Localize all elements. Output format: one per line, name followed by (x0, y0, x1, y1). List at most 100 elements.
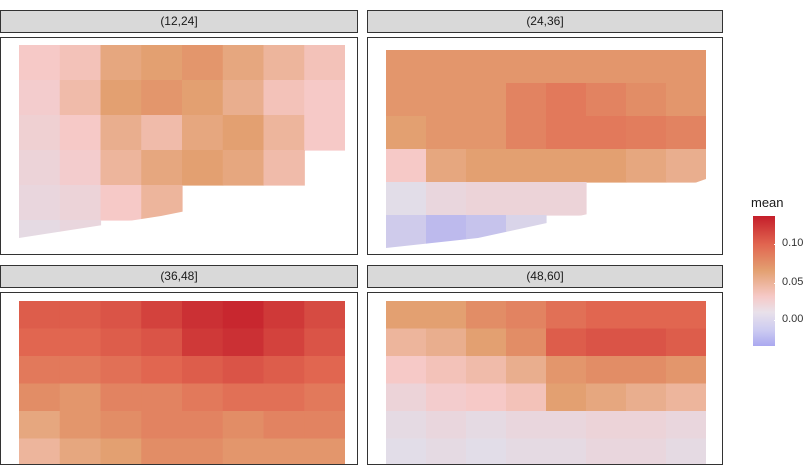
heatmap-cell (626, 438, 667, 464)
heatmap-cell (386, 182, 427, 216)
heatmap-cells (19, 45, 345, 238)
heatmap-cell (222, 115, 265, 151)
heatmap-cell (466, 328, 507, 357)
heatmap-cell (506, 438, 547, 464)
heatmap-cell (59, 411, 102, 440)
heatmap-cell (586, 83, 627, 117)
heatmap-cell (626, 149, 667, 183)
heatmap-cell (506, 383, 547, 412)
heatmap-cell (182, 356, 224, 385)
heatmap-cell (263, 328, 305, 357)
heatmap-cell (626, 328, 667, 357)
heatmap-cell (506, 301, 547, 330)
heatmap-cell (141, 45, 183, 81)
heatmap-cell (141, 328, 183, 357)
heatmap-cell (466, 50, 507, 84)
heatmap-cell (59, 220, 102, 238)
heatmap-cell (426, 149, 467, 183)
heatmap-cell (586, 356, 627, 385)
heatmap-cell (386, 411, 427, 440)
heatmap-cell (386, 50, 427, 84)
heatmap-cells (19, 301, 345, 464)
heatmap-cell (59, 383, 102, 412)
heatmap-cell (426, 50, 467, 84)
heatmap-cell (426, 182, 467, 216)
heatmap-cell (263, 80, 305, 116)
heatmap-cell (426, 116, 467, 150)
facet-strip-label: (12,24] (0, 10, 358, 33)
heatmap-cell (506, 328, 547, 357)
heatmap-cell (386, 149, 427, 183)
heatmap-cell (222, 438, 265, 464)
heatmap-cell (222, 80, 265, 116)
heatmap-cell (19, 115, 61, 151)
heatmap-cell (466, 116, 507, 150)
heatmap-cell (182, 80, 224, 116)
heatmap-cell (586, 328, 627, 357)
heatmap-cell (59, 45, 102, 81)
heatmap-cell (182, 438, 224, 464)
heatmap-cell (304, 301, 345, 330)
heatmap-cell (466, 182, 507, 216)
heatmap-cell (386, 301, 427, 330)
heatmap-cell (19, 220, 61, 238)
heatmap-cell (426, 356, 467, 385)
heatmap-cell (141, 80, 183, 116)
heatmap-cell (100, 301, 142, 330)
heatmap-cell (304, 438, 345, 464)
heatmap-cell (426, 411, 467, 440)
heatmap-cell (141, 438, 183, 464)
heatmap-cell (586, 50, 627, 84)
heatmap-cell (263, 301, 305, 330)
heatmap-cell (59, 328, 102, 357)
heatmap-cell (304, 328, 345, 357)
heatmap-cell (100, 438, 142, 464)
heatmap-cell (426, 301, 467, 330)
heatmap-cell (666, 328, 706, 357)
heatmap-plot-area (367, 292, 723, 465)
heatmap-cell (546, 328, 587, 357)
legend-tick (774, 283, 779, 284)
heatmap-cell (546, 116, 587, 150)
heatmap-cell (141, 115, 183, 151)
heatmap-cell (546, 383, 587, 412)
heatmap-cell (141, 150, 183, 186)
heatmap-cell (466, 356, 507, 385)
heatmap-cell (546, 301, 587, 330)
heatmap-cell (19, 45, 61, 81)
heatmap-cells (386, 301, 706, 464)
heatmap-cell (100, 328, 142, 357)
heatmap-cell (59, 301, 102, 330)
heatmap-cell (59, 356, 102, 385)
heatmap-cell (222, 328, 265, 357)
heatmap-cell (426, 383, 467, 412)
heatmap-cell (386, 438, 427, 464)
heatmap-cell (546, 182, 587, 216)
heatmap-cell (426, 215, 467, 248)
legend-colorbar (753, 216, 775, 346)
heatmap-cell (182, 328, 224, 357)
heatmap-cell (100, 185, 142, 221)
heatmap-cell (466, 149, 507, 183)
heatmap-cell (263, 150, 305, 186)
facet-strip-label: (48,60] (367, 265, 723, 288)
legend-tick (774, 244, 779, 245)
heatmap-cell (466, 83, 507, 117)
heatmap-cell (182, 301, 224, 330)
heatmap-cell (100, 80, 142, 116)
heatmap-cell (19, 301, 61, 330)
heatmap-cell (506, 149, 547, 183)
facet-panel-2: (24,36] (367, 10, 723, 255)
heatmap-cell (19, 438, 61, 464)
heatmap-cell (182, 383, 224, 412)
heatmap-cell (506, 215, 547, 248)
heatmap-cell (304, 411, 345, 440)
heatmap-cell (546, 83, 587, 117)
heatmap-cell (19, 185, 61, 221)
heatmap-cell (19, 411, 61, 440)
heatmap-cell (304, 356, 345, 385)
heatmap-cell (222, 411, 265, 440)
heatmap-cell (100, 411, 142, 440)
heatmap-cell (586, 438, 627, 464)
heatmap-cell (586, 411, 627, 440)
